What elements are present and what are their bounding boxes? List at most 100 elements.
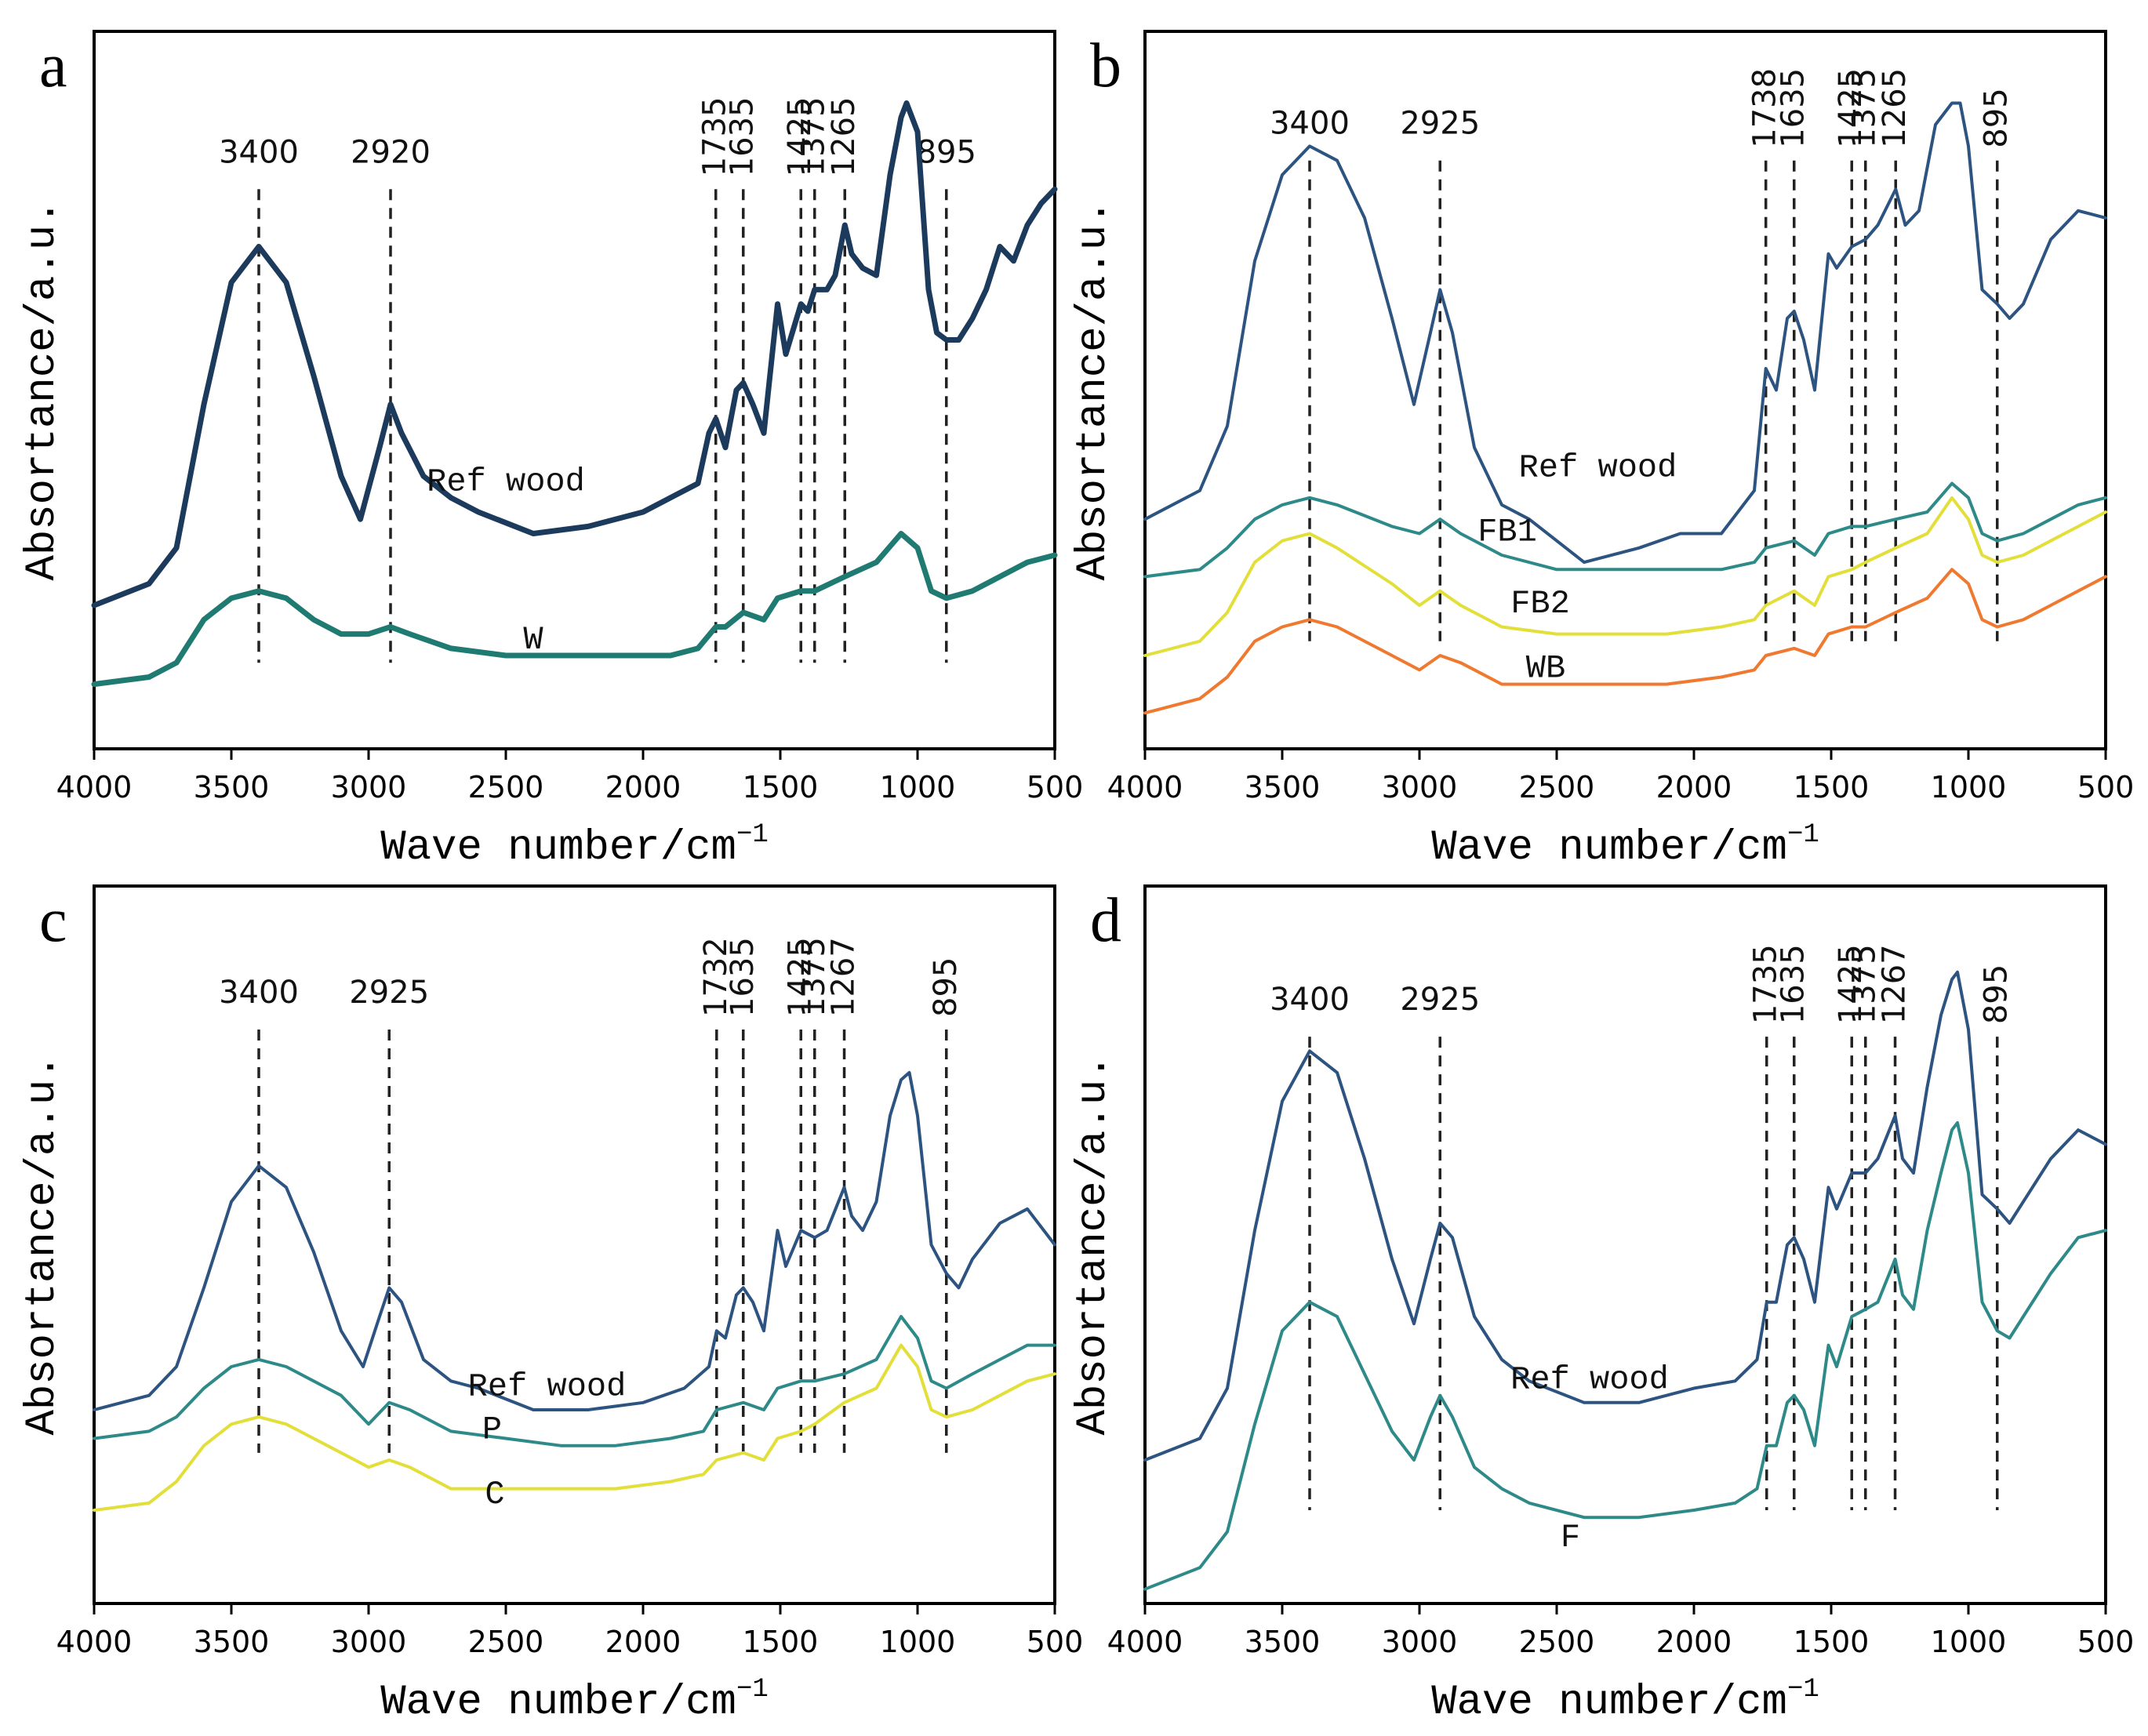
peak-label-1735: 1735 (1748, 944, 1784, 1024)
x-tick-label: 1000 (1931, 770, 2007, 804)
x-tick-label: 1000 (880, 770, 956, 804)
x-tick-label: 2500 (1519, 770, 1595, 804)
x-axis-title: Wave number/cm−1 (380, 1675, 769, 1727)
panel-letter: d (1090, 886, 1121, 955)
panel-d: d 4000 3500 3000 2500 2000 1500 1000 500 Wave num… (1070, 884, 2135, 1727)
panel-letter: a (39, 31, 67, 100)
series-label-ref-wood: Ref wood (1519, 449, 1677, 486)
peak-label-1425: 1425 (782, 937, 818, 1017)
plot-frame (1143, 30, 2107, 750)
series-label-ref-wood: Ref wood (468, 1368, 627, 1406)
x-tick-label: 3500 (1245, 770, 1321, 804)
spectrum-ref-wood (93, 1070, 1056, 1411)
x-tick-label: 1500 (743, 770, 819, 804)
spectrum-p (93, 1315, 1056, 1447)
spectrum-ref-wood (1143, 970, 2107, 1462)
x-tick-label: 4000 (1107, 770, 1183, 804)
x-axis-title: Wave number/cm−1 (380, 820, 769, 872)
peak-label-895: 895 (928, 957, 964, 1017)
peak-label-1375: 1375 (1847, 68, 1883, 148)
spectrum-ref-wood (91, 100, 1058, 608)
x-axis-unit-exponent: −1 (1787, 820, 1819, 850)
peak-label-3400: 3400 (219, 134, 299, 170)
peak-label-2925: 2925 (1400, 982, 1480, 1018)
peak-label-1375: 1375 (1847, 944, 1883, 1024)
x-tick-label: 2500 (468, 770, 544, 804)
series-label-w: W (523, 621, 543, 659)
x-tick-label: 2500 (468, 1625, 544, 1659)
x-tick-label: 2000 (1656, 1625, 1732, 1659)
peak-label-3400: 3400 (1270, 982, 1350, 1018)
peak-label-1267: 1267 (1877, 944, 1913, 1024)
x-tick-label: 3500 (194, 1625, 270, 1659)
peak-label-3400: 3400 (1270, 106, 1350, 142)
x-tick-label: 1500 (1794, 1625, 1870, 1659)
series-label-p: P (482, 1411, 502, 1449)
x-tick-label: 2000 (605, 770, 681, 804)
spectrum-w (91, 531, 1058, 688)
x-tick-label: 4000 (56, 770, 133, 804)
y-axis-title: Absortance/a.u. (19, 1054, 67, 1435)
peak-label-1635: 1635 (725, 937, 761, 1017)
x-tick-label: 3000 (331, 1625, 407, 1659)
series-label-ref-wood: Ref wood (1510, 1361, 1669, 1399)
y-axis-title: Absortance/a.u. (19, 199, 67, 580)
series-label-fb1: FB1 (1477, 514, 1537, 551)
x-tick-label: 500 (2077, 1625, 2135, 1659)
x-axis-unit-exponent: −1 (736, 820, 769, 850)
x-tick-label: 3500 (1245, 1625, 1321, 1659)
series-label-wb: WB (1526, 650, 1565, 688)
peak-label-1732: 1732 (698, 937, 734, 1017)
panel-c: c 4000 3500 3000 2500 2000 1500 1000 500 Wave num… (19, 884, 1084, 1727)
peak-label-1425: 1425 (1833, 944, 1869, 1024)
x-tick-label: 1000 (880, 1625, 956, 1659)
x-axis-title: Wave number/cm−1 (1431, 820, 1819, 872)
peak-label-2920: 2920 (351, 134, 431, 170)
x-tick-label: 2500 (1519, 1625, 1595, 1659)
spectrum-f (1143, 1120, 2107, 1591)
series-label-ref-wood: Ref wood (427, 463, 585, 501)
x-tick-label: 4000 (1107, 1625, 1183, 1659)
peak-label-1267: 1267 (826, 937, 862, 1017)
panel-letter: b (1090, 31, 1121, 100)
peak-label-1635: 1635 (725, 97, 761, 177)
x-tick-label: 3000 (1382, 1625, 1458, 1659)
peak-label-1735: 1735 (697, 97, 733, 177)
x-tick-label: 2000 (1656, 770, 1732, 804)
series-label-c: C (485, 1476, 504, 1513)
spectrum-ref-wood (1143, 101, 2107, 565)
peak-label-895: 895 (917, 134, 976, 170)
x-tick-label: 500 (1027, 1625, 1084, 1659)
series-label-fb2: FB2 (1510, 585, 1570, 623)
spectrum-c (93, 1343, 1056, 1512)
plot-frame (1143, 884, 2107, 1605)
peak-label-3400: 3400 (219, 975, 299, 1011)
peak-label-895: 895 (1979, 88, 2015, 147)
x-tick-label: 500 (1027, 770, 1084, 804)
peak-label-1425: 1425 (782, 97, 818, 177)
x-tick-label: 3500 (194, 770, 270, 804)
spectrum-fb2 (1143, 496, 2107, 657)
x-tick-label: 500 (2077, 770, 2135, 804)
x-axis-unit-exponent: −1 (1787, 1675, 1819, 1705)
x-tick-label: 1000 (1931, 1625, 2007, 1659)
x-tick-label: 1500 (1794, 770, 1870, 804)
peak-label-1265: 1265 (1877, 68, 1913, 148)
spectrum-wb (1143, 568, 2107, 715)
x-tick-label: 3000 (1382, 770, 1458, 804)
peak-label-2925: 2925 (349, 975, 429, 1011)
peak-label-1265: 1265 (826, 97, 862, 177)
panel-b: b 4000 3500 3000 2500 2000 1500 1000 500 Wave num… (1070, 30, 2135, 872)
plot-frame (93, 30, 1056, 750)
peak-label-2925: 2925 (1400, 106, 1480, 142)
y-axis-title: Absortance/a.u. (1070, 1054, 1118, 1435)
x-tick-label: 3000 (331, 770, 407, 804)
peak-label-1425: 1425 (1833, 68, 1869, 148)
spectrum-fb1 (1143, 481, 2107, 579)
peak-label-1635: 1635 (1775, 944, 1812, 1024)
series-label-f: F (1561, 1519, 1580, 1556)
panel-letter: c (39, 886, 67, 955)
peak-label-895: 895 (1979, 964, 2015, 1024)
peak-label-1738: 1738 (1747, 68, 1783, 148)
